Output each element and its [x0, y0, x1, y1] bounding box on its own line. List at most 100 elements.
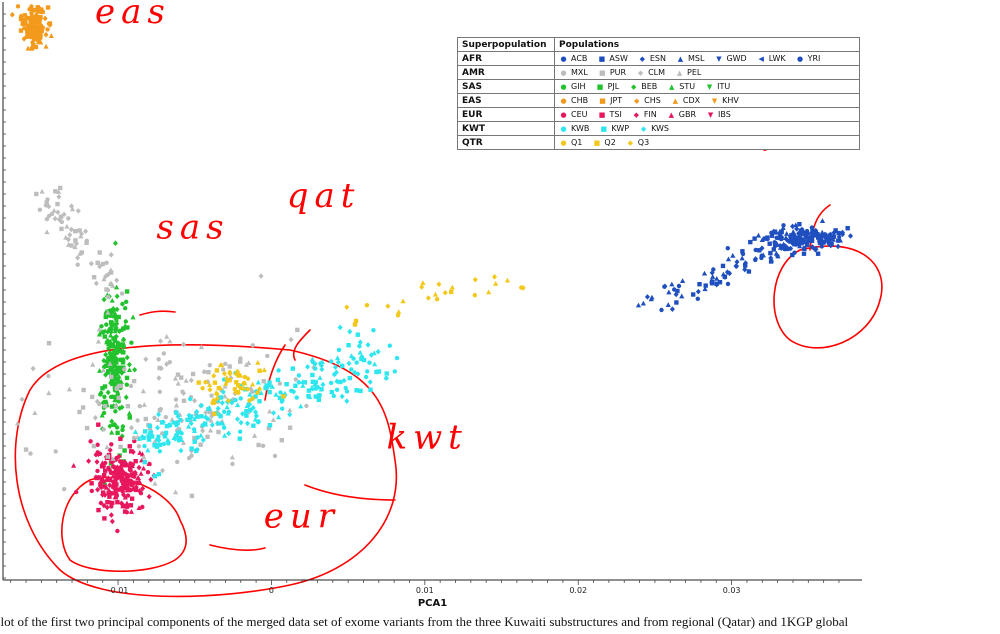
- data-point: [55, 201, 60, 207]
- legend-entry-mxl: ● MXL: [559, 68, 587, 77]
- data-point: [162, 434, 168, 439]
- data-point: [183, 377, 189, 383]
- data-point: [276, 368, 281, 373]
- data-point: [313, 366, 318, 371]
- legend-entry-tsi: ■ TSI: [598, 110, 622, 119]
- legend-population-code: FIN: [643, 110, 657, 119]
- legend-populations-cell: ● KWB ■ KWP ◆ KWS: [554, 121, 860, 136]
- data-point: [289, 388, 294, 393]
- data-point: [100, 386, 105, 391]
- data-point: [672, 287, 677, 292]
- data-point: [106, 346, 111, 351]
- data-point: [114, 293, 120, 300]
- data-point: [137, 404, 142, 409]
- data-point: [784, 244, 790, 250]
- data-point: [265, 353, 270, 359]
- data-point: [90, 394, 95, 400]
- data-point: [354, 360, 359, 365]
- data-point: [136, 464, 142, 471]
- data-point: [93, 280, 99, 287]
- data-point: [146, 437, 152, 442]
- legend-population-code: CLM: [648, 68, 666, 77]
- data-point: [113, 488, 118, 493]
- data-point: [760, 252, 766, 258]
- data-point: [18, 28, 24, 33]
- data-point: [80, 405, 86, 410]
- data-point: [238, 372, 244, 378]
- data-point: [400, 298, 406, 304]
- data-point: [211, 373, 217, 379]
- data-point: [783, 235, 789, 240]
- data-point: [101, 502, 107, 509]
- data-point: [69, 243, 74, 248]
- data-point: [101, 490, 106, 495]
- data-point: [250, 381, 256, 387]
- data-point: [44, 200, 49, 205]
- legend-population-code: GBR: [678, 110, 697, 119]
- legend-row-amr: AMR ● MXL ■ PUR ◆ CLM ▲ PEL: [457, 65, 860, 80]
- legend-marker-icon: ▼: [706, 83, 713, 91]
- data-point: [117, 365, 122, 370]
- legend-entry-khv: ▼ KHV: [710, 96, 739, 105]
- data-point: [368, 352, 374, 358]
- data-point: [798, 228, 803, 233]
- data-point: [218, 395, 224, 400]
- data-point: [309, 385, 315, 392]
- legend-marker-icon: ◀: [758, 55, 764, 63]
- data-point: [275, 414, 282, 420]
- legend-population-code: CDX: [682, 96, 701, 105]
- data-point: [780, 225, 786, 230]
- data-point: [119, 291, 125, 296]
- data-point: [160, 420, 165, 425]
- data-point: [114, 386, 120, 391]
- data-point: [105, 389, 111, 396]
- data-point: [108, 332, 114, 338]
- data-point: [328, 380, 334, 386]
- data-point: [821, 240, 826, 245]
- data-point: [353, 318, 359, 324]
- data-point: [845, 226, 850, 231]
- legend-marker-icon: ◆: [637, 69, 644, 77]
- data-point: [109, 327, 114, 332]
- data-point: [781, 223, 786, 228]
- data-point: [109, 394, 115, 399]
- data-point: [136, 444, 142, 449]
- data-point: [89, 481, 94, 486]
- data-point: [367, 360, 372, 365]
- legend-entry-ceu: ● CEU: [559, 110, 587, 119]
- data-point: [65, 236, 71, 243]
- data-point: [131, 470, 138, 476]
- data-point: [84, 425, 90, 431]
- data-point: [121, 469, 127, 476]
- data-point: [224, 404, 230, 410]
- data-point: [136, 478, 143, 484]
- data-point: [697, 282, 702, 287]
- data-point: [250, 404, 256, 411]
- data-point: [188, 377, 194, 384]
- data-point: [115, 380, 120, 385]
- data-point: [118, 383, 123, 389]
- legend-population-code: JPT: [610, 96, 623, 105]
- data-point: [746, 269, 752, 274]
- data-point: [160, 467, 166, 474]
- data-point: [315, 394, 321, 399]
- handwritten-annotation-qat: qat: [287, 176, 361, 216]
- data-point: [662, 283, 668, 290]
- data-point: [28, 17, 34, 23]
- data-point: [161, 441, 167, 447]
- data-point: [434, 297, 440, 302]
- data-point: [138, 470, 144, 476]
- data-point: [125, 325, 130, 330]
- data-point: [205, 416, 211, 422]
- data-point: [203, 380, 208, 385]
- data-point: [32, 23, 38, 30]
- data-point: [34, 191, 39, 197]
- data-point: [302, 380, 307, 385]
- data-point: [99, 477, 105, 482]
- data-point: [304, 403, 309, 409]
- data-point: [122, 448, 127, 453]
- data-point: [267, 423, 273, 428]
- data-point: [779, 229, 784, 235]
- data-point: [157, 408, 162, 413]
- data-point: [238, 396, 243, 401]
